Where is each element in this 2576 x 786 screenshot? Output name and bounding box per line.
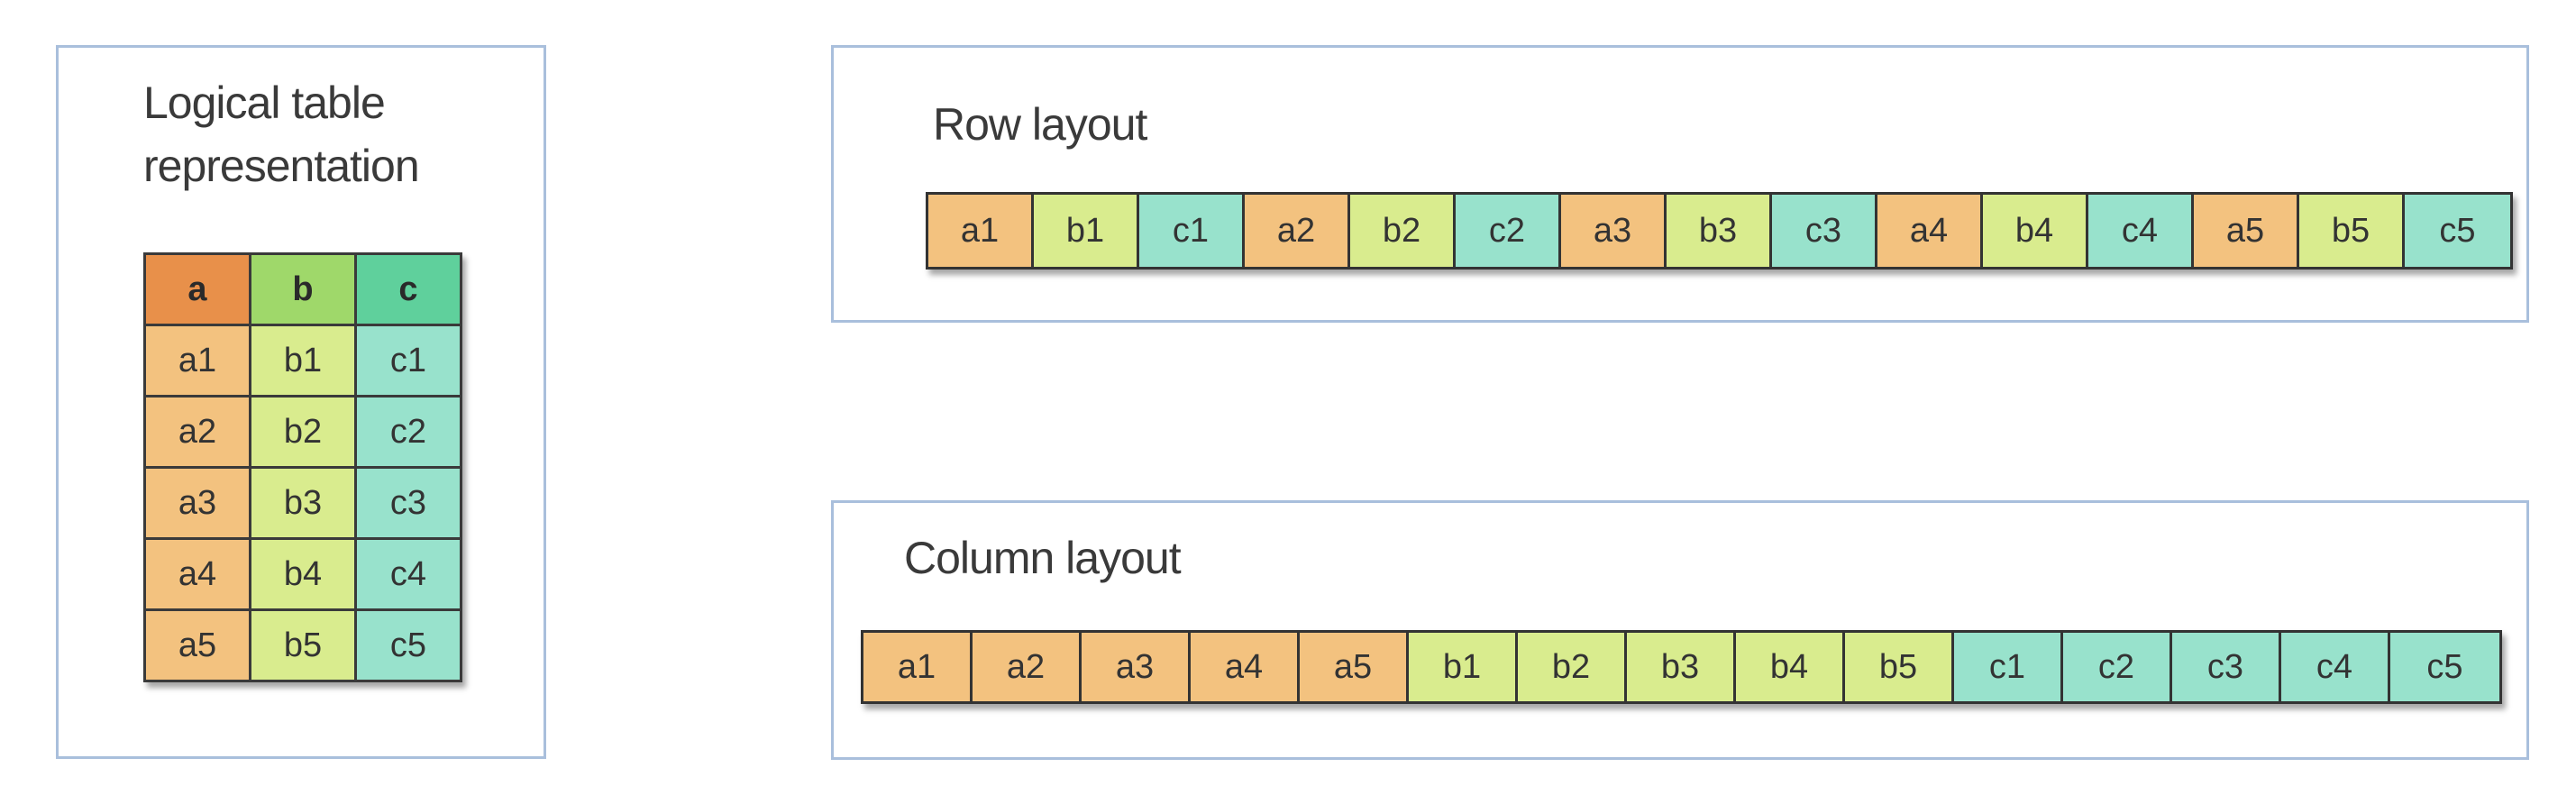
column-layout-cell: b4 (1736, 633, 1845, 701)
row-layout-cell: c2 (1456, 195, 1561, 267)
row-layout-cell: c1 (1139, 195, 1245, 267)
table-cell: a2 (143, 395, 251, 469)
row-layout-cell: c3 (1772, 195, 1877, 267)
row-layout-cell: a2 (1245, 195, 1350, 267)
column-layout-cell: c5 (2390, 633, 2499, 701)
table-cell: c2 (354, 395, 462, 469)
table-cell: c1 (354, 324, 462, 398)
table-cell: c5 (354, 608, 462, 682)
column-layout-panel: Column layout a1 a2 a3 a4 a5 b1 b2 b3 b4… (831, 500, 2529, 760)
table-cell: b1 (249, 324, 357, 398)
table-cell: b3 (249, 466, 357, 540)
row-layout-strip: a1 b1 c1 a2 b2 c2 a3 b3 c3 a4 b4 c4 a5 b… (926, 192, 2513, 270)
logical-table: a b c a1 b1 c1 a2 b2 c2 a3 b3 c3 a4 (143, 252, 462, 682)
table-row: a4 b4 c4 (143, 537, 462, 611)
table-cell: a5 (143, 608, 251, 682)
row-layout-cell: a1 (928, 195, 1034, 267)
logical-table-title: Logical table representation (143, 78, 420, 191)
table-cell: b5 (249, 608, 357, 682)
column-layout-cell: a5 (1300, 633, 1409, 701)
column-layout-cell: a3 (1082, 633, 1191, 701)
column-layout-cell: b3 (1627, 633, 1736, 701)
table-cell: a1 (143, 324, 251, 398)
row-layout-cell: c5 (2405, 195, 2510, 267)
table-cell: b4 (249, 537, 357, 611)
logical-table-panel: Logical table representation a b c a1 b1… (56, 45, 546, 759)
column-layout-cell: c3 (2172, 633, 2281, 701)
row-layout-cell: b3 (1667, 195, 1772, 267)
column-layout-cell: a2 (973, 633, 1082, 701)
row-layout-cell: b5 (2299, 195, 2405, 267)
column-layout-cell: b2 (1518, 633, 1627, 701)
row-layout-cell: b2 (1350, 195, 1456, 267)
row-layout-cell: b4 (1983, 195, 2088, 267)
table-row: a2 b2 c2 (143, 395, 462, 469)
table-cell: b2 (249, 395, 357, 469)
table-row: a3 b3 c3 (143, 466, 462, 540)
row-layout-cell: b1 (1034, 195, 1139, 267)
table-row: a1 b1 c1 (143, 324, 462, 398)
row-layout-cell: a3 (1561, 195, 1667, 267)
table-cell: c3 (354, 466, 462, 540)
table-header-row: a b c (143, 252, 462, 326)
column-layout-cell: b5 (1845, 633, 1954, 701)
column-layout-strip: a1 a2 a3 a4 a5 b1 b2 b3 b4 b5 c1 c2 c3 c… (861, 630, 2502, 704)
row-layout-cell: a4 (1877, 195, 1983, 267)
header-c: c (354, 252, 462, 326)
table-cell: a4 (143, 537, 251, 611)
header-a: a (143, 252, 251, 326)
table-row: a5 b5 c5 (143, 608, 462, 682)
column-layout-cell: c1 (1954, 633, 2063, 701)
header-b: b (249, 252, 357, 326)
column-layout-cell: c2 (2063, 633, 2172, 701)
column-layout-cell: a1 (863, 633, 973, 701)
row-layout-cell: a5 (2194, 195, 2299, 267)
column-layout-title: Column layout (904, 533, 1182, 583)
row-layout-cell: c4 (2088, 195, 2194, 267)
column-layout-cell: c4 (2281, 633, 2390, 701)
column-layout-cell: b1 (1409, 633, 1518, 701)
table-cell: c4 (354, 537, 462, 611)
table-cell: a3 (143, 466, 251, 540)
row-layout-panel: Row layout a1 b1 c1 a2 b2 c2 a3 b3 c3 a4… (831, 45, 2529, 323)
row-layout-title: Row layout (933, 99, 1147, 150)
column-layout-cell: a4 (1191, 633, 1300, 701)
